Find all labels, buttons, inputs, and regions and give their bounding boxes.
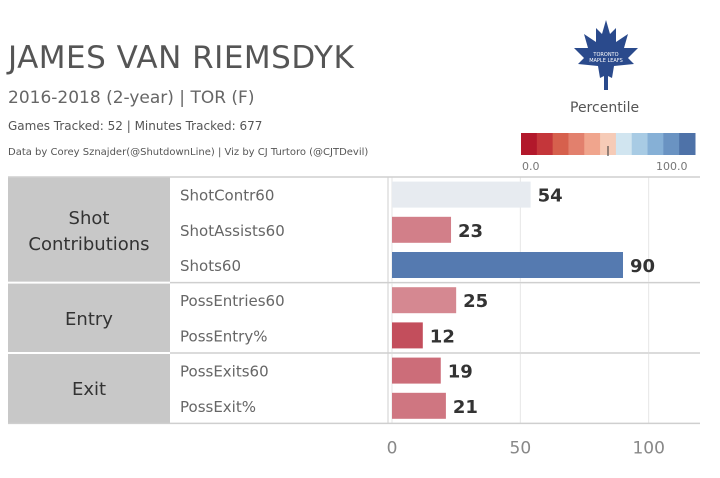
logo-text-line: MAPLE LEAFS xyxy=(589,58,623,64)
metric-label: ShotContr60 xyxy=(180,187,274,205)
legend-swatch xyxy=(679,133,696,155)
legend-swatch xyxy=(600,133,617,155)
page-title: JAMES VAN RIEMSDYK xyxy=(8,40,355,76)
bar xyxy=(392,357,441,384)
group-cell xyxy=(8,282,170,353)
bar-value-label: 12 xyxy=(430,326,455,347)
group-label: Entry xyxy=(65,309,113,330)
metric-label: PossExits60 xyxy=(180,363,269,381)
legend-swatch xyxy=(663,133,680,155)
legend-swatch xyxy=(584,133,601,155)
legend-swatch xyxy=(552,133,569,155)
bar-value-label: 21 xyxy=(453,397,478,418)
x-tick-label: 100 xyxy=(632,438,664,458)
bar xyxy=(392,181,531,208)
legend-swatch xyxy=(647,133,664,155)
legend-max-label: 100.0 xyxy=(656,160,688,173)
color-legend xyxy=(521,133,696,156)
group-label: Exit xyxy=(72,379,106,400)
legend-min-label: 0.0 xyxy=(522,160,540,173)
metric-label: PossEntries60 xyxy=(180,292,285,310)
group-label: Shot xyxy=(69,208,110,229)
bar-value-label: 23 xyxy=(458,221,483,242)
metric-label: Shots60 xyxy=(180,257,241,275)
x-tick-label: 50 xyxy=(510,438,532,458)
legend-swatch xyxy=(631,133,649,155)
bar-value-label: 54 xyxy=(538,186,563,207)
maple-leaf-icon: TORONTO MAPLE LEAFS xyxy=(574,20,638,90)
metric-label: PossExit% xyxy=(180,398,256,416)
credits-text: Data by Corey Sznajder(@ShutdownLine) | … xyxy=(8,147,369,158)
legend-swatch xyxy=(536,133,554,155)
legend-swatch xyxy=(568,133,585,155)
metric-label: ShotAssists60 xyxy=(180,222,285,240)
tracked-info: Games Tracked: 52 | Minutes Tracked: 677 xyxy=(8,119,263,133)
page-subtitle: 2016-2018 (2-year) | TOR (F) xyxy=(8,88,255,108)
bar-value-label: 25 xyxy=(463,291,488,312)
group-cell xyxy=(8,353,170,424)
bar-value-label: 19 xyxy=(448,362,473,383)
bar xyxy=(392,252,623,278)
leaf-shape xyxy=(574,20,638,90)
legend-swatch xyxy=(521,133,538,155)
logo-text-line: TORONTO xyxy=(592,52,618,58)
bar-value-label: 90 xyxy=(630,256,655,277)
bar xyxy=(392,322,423,349)
x-tick-label: 0 xyxy=(387,438,398,458)
legend-swatch xyxy=(615,133,633,155)
bar xyxy=(392,392,446,419)
logo-text: TORONTO MAPLE LEAFS xyxy=(589,52,623,64)
group-label: Contributions xyxy=(28,234,149,255)
bar xyxy=(392,287,457,314)
bar xyxy=(392,216,452,243)
group-cell xyxy=(8,177,170,283)
metric-label: PossEntry% xyxy=(180,327,267,345)
legend-title: Percentile xyxy=(570,100,640,116)
